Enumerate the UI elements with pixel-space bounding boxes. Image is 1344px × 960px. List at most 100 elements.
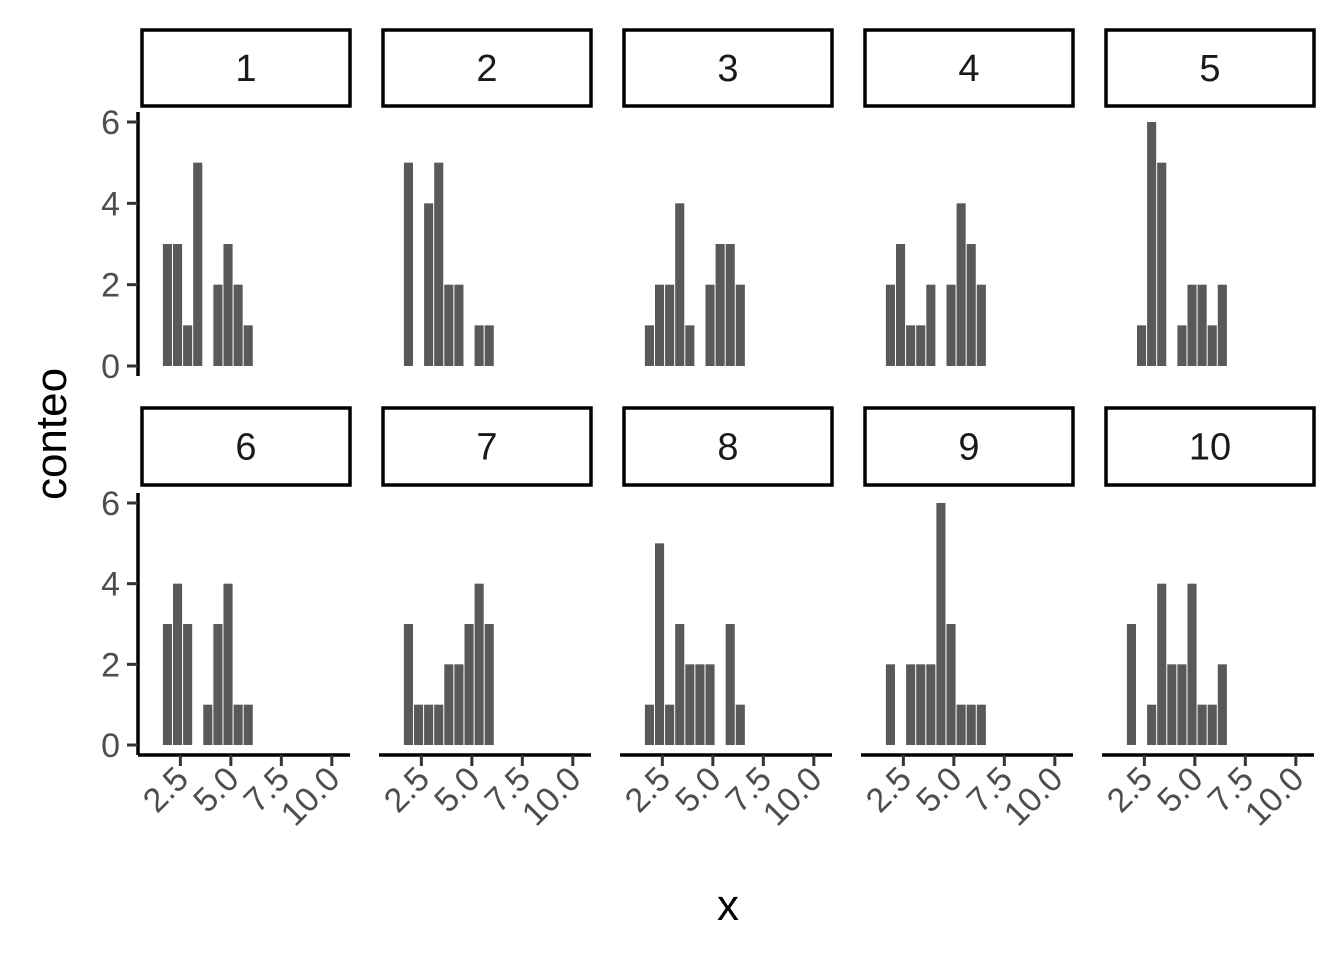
histogram-bar xyxy=(233,704,243,745)
facet-strip-label: 2 xyxy=(476,48,497,90)
facet-panel-4: 4 xyxy=(863,28,1075,366)
facet-panel-1: 1 0 2 4 6 xyxy=(101,28,352,386)
histogram-bar xyxy=(654,284,665,366)
histogram-bar xyxy=(403,624,413,745)
y-tick-label: 6 xyxy=(101,485,120,523)
histogram-bar xyxy=(946,624,956,745)
y-axis-title: conteo xyxy=(27,368,76,500)
facet-strip xyxy=(381,406,593,487)
y-tick-label: 4 xyxy=(101,185,120,223)
histogram-bar xyxy=(454,284,464,366)
histogram-bar xyxy=(183,624,193,745)
facet-strip xyxy=(622,406,834,487)
x-tick-label: 5.0 xyxy=(186,760,246,820)
histogram-bar xyxy=(906,325,916,366)
facet-strip xyxy=(863,406,1075,487)
histogram-bar xyxy=(172,583,183,745)
histogram-bar xyxy=(243,325,253,366)
histogram-bar xyxy=(1147,704,1157,745)
histogram-bar xyxy=(1177,664,1187,745)
x-tick-label: 2.5 xyxy=(377,760,437,820)
histogram-bar xyxy=(203,704,213,745)
facet-strip xyxy=(1104,28,1316,108)
y-tick-label: 4 xyxy=(101,566,120,604)
facet-strip-label: 10 xyxy=(1189,427,1231,469)
histogram-bar xyxy=(413,704,424,745)
histogram-bar xyxy=(444,284,454,366)
histogram-bar xyxy=(685,325,695,366)
histogram-bar xyxy=(233,284,243,366)
histogram-bar xyxy=(1167,664,1177,745)
facet-panel-5: 5 xyxy=(1104,28,1316,366)
facet-strip xyxy=(863,28,1075,108)
facet-strip xyxy=(1104,406,1316,487)
histogram-bar xyxy=(654,543,665,745)
histogram-bar xyxy=(966,244,976,366)
histogram-bar xyxy=(162,624,172,745)
histogram-bar xyxy=(162,244,172,366)
histogram-bar xyxy=(735,704,745,745)
facet-strip-label: 4 xyxy=(958,48,979,90)
facet-panel-7: 72.55.07.510.0 xyxy=(377,406,593,834)
histogram-bar xyxy=(685,664,695,745)
histogram-bar xyxy=(725,624,735,745)
x-tick-label: 10.0 xyxy=(515,760,589,834)
histogram-bar xyxy=(1207,704,1217,745)
histogram-bar xyxy=(956,704,966,745)
histogram-bar xyxy=(675,624,685,745)
histogram-bar xyxy=(926,284,936,366)
histogram-bar xyxy=(1207,325,1217,366)
x-tick-label: 10.0 xyxy=(756,760,830,834)
histogram-bar xyxy=(474,325,484,366)
histogram-bar xyxy=(183,325,193,366)
histogram-bar xyxy=(444,664,454,745)
facet-panel-2: 2 xyxy=(381,28,593,366)
histogram-bar xyxy=(464,624,474,745)
histogram-bar xyxy=(223,583,233,745)
histogram-bar xyxy=(1217,664,1227,745)
histogram-bar xyxy=(484,325,494,366)
histogram-bar xyxy=(735,284,745,366)
histogram-bar xyxy=(172,244,183,366)
histogram-bar xyxy=(1136,325,1147,366)
x-tick-label: 2.5 xyxy=(618,760,678,820)
histogram-bar xyxy=(434,704,444,745)
histogram-bar xyxy=(665,284,675,366)
histogram-bar xyxy=(956,203,966,366)
histogram-bar xyxy=(885,664,895,745)
histogram-bar xyxy=(454,664,464,745)
x-tick-label: 10.0 xyxy=(1238,760,1312,834)
facet-strip xyxy=(140,406,352,487)
histogram-bar xyxy=(1157,162,1167,366)
histogram-bar xyxy=(705,284,715,366)
facet-strip-label: 3 xyxy=(717,48,738,90)
x-tick-label: 5.0 xyxy=(909,760,969,820)
histogram-bar xyxy=(1157,583,1167,745)
histogram-bar xyxy=(474,583,484,745)
histogram-bar xyxy=(926,664,936,745)
facet-panel-9: 92.55.07.510.0 xyxy=(859,406,1075,833)
facet-strip xyxy=(381,28,593,108)
histogram-bar xyxy=(644,704,654,745)
histogram-bar xyxy=(695,664,705,745)
x-tick-label: 5.0 xyxy=(427,760,487,820)
facet-strip-label: 1 xyxy=(235,48,256,90)
facet-panel-8: 82.55.07.510.0 xyxy=(618,406,834,834)
histogram-bar xyxy=(966,704,976,745)
facet-panel-10: 102.55.07.510.0 xyxy=(1100,406,1316,834)
histogram-bar xyxy=(1187,583,1197,745)
histogram-bar xyxy=(1147,122,1157,366)
y-tick-label: 6 xyxy=(101,104,120,142)
histogram-bar xyxy=(1177,325,1187,366)
y-tick-label: 0 xyxy=(101,348,120,386)
histogram-bar xyxy=(916,664,926,745)
histogram-bar xyxy=(976,284,986,366)
histogram-bar xyxy=(1197,284,1207,366)
x-tick-label: 2.5 xyxy=(859,760,919,820)
histogram-bar xyxy=(906,664,916,745)
histogram-bar xyxy=(715,244,725,366)
x-axis-title: x xyxy=(717,881,739,930)
y-tick-label: 2 xyxy=(101,646,120,684)
histogram-bar xyxy=(223,244,233,366)
